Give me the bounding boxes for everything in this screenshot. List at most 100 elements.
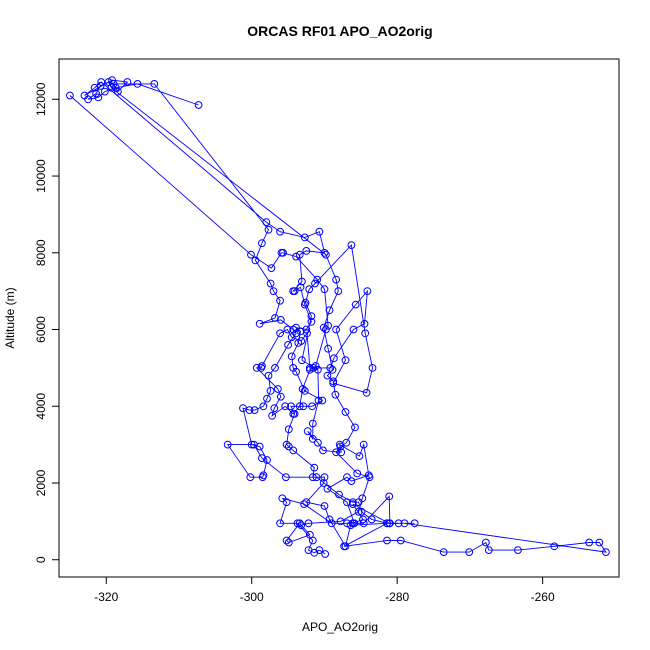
data-point xyxy=(341,408,350,416)
data-point xyxy=(319,446,327,455)
series-line xyxy=(69,95,399,524)
data-point xyxy=(347,477,356,486)
data-point xyxy=(292,252,301,261)
data-point xyxy=(297,521,306,530)
data-point xyxy=(306,530,314,539)
data-point xyxy=(439,548,448,556)
data-point xyxy=(309,364,318,372)
chart-title: ORCAS RF01 APO_AO2orig xyxy=(247,23,432,39)
y-axis-label: Altitude (m) xyxy=(3,287,17,348)
data-point xyxy=(258,362,266,370)
data-point xyxy=(111,83,120,92)
data-point xyxy=(331,390,340,399)
data-point xyxy=(342,438,351,447)
data-point xyxy=(324,344,333,353)
y-tick-label: 2000 xyxy=(34,469,48,496)
x-axis: -320 -300 -280 -260 xyxy=(94,576,555,604)
data-point xyxy=(269,287,278,296)
y-axis: 0 2000 4000 6000 8000 10000 12000 xyxy=(34,82,60,563)
data-point xyxy=(302,325,311,334)
data-point xyxy=(107,83,116,92)
data-point xyxy=(322,325,330,334)
series-line xyxy=(84,79,607,555)
data-point xyxy=(323,484,332,493)
data-point xyxy=(320,473,329,482)
data-point xyxy=(358,494,367,503)
data-point xyxy=(287,402,295,411)
data-point xyxy=(266,387,275,395)
data-point xyxy=(410,519,419,528)
y-tick-label: 4000 xyxy=(34,393,48,420)
series-2 xyxy=(66,91,403,528)
data-point xyxy=(284,442,293,451)
data-point xyxy=(350,519,359,528)
y-tick-label: 0 xyxy=(34,556,48,563)
data-point xyxy=(320,502,329,510)
y-tick-label: 12000 xyxy=(34,82,48,116)
x-axis-label: APO_AO2orig xyxy=(302,620,378,634)
data-point xyxy=(302,498,311,507)
data-point xyxy=(263,394,271,403)
data-point xyxy=(276,296,285,305)
x-tick-label: -320 xyxy=(94,590,118,604)
data-point xyxy=(385,492,394,501)
data-point xyxy=(100,87,109,96)
data-point xyxy=(268,411,277,420)
data-point xyxy=(343,498,351,507)
data-point xyxy=(307,317,316,326)
data-point xyxy=(305,285,314,294)
data-point xyxy=(278,494,287,503)
data-point xyxy=(308,419,317,428)
data-point xyxy=(239,404,247,413)
data-point xyxy=(347,241,356,250)
data-point xyxy=(325,515,334,524)
data-point xyxy=(304,546,313,554)
data-point xyxy=(300,500,309,509)
data-point xyxy=(334,287,343,296)
data-point xyxy=(251,256,260,265)
data-point xyxy=(363,287,372,296)
data-point xyxy=(295,250,304,259)
data-point xyxy=(295,402,304,411)
data-point xyxy=(109,80,118,88)
data-point xyxy=(332,325,341,334)
data-point xyxy=(314,396,323,405)
data-point xyxy=(346,521,355,530)
data-point xyxy=(341,542,350,551)
data-point xyxy=(284,341,293,349)
data-point xyxy=(311,362,320,370)
data-point xyxy=(276,227,285,236)
data-point xyxy=(306,364,314,372)
data-point xyxy=(250,406,259,415)
data-point xyxy=(329,377,338,386)
data-point xyxy=(270,404,279,413)
data-point xyxy=(300,233,309,242)
data-point xyxy=(359,440,368,449)
data-point xyxy=(484,546,493,554)
data-point xyxy=(246,473,255,482)
data-point xyxy=(360,319,369,328)
data-point xyxy=(247,250,255,259)
data-point xyxy=(289,287,298,296)
data-point xyxy=(362,388,371,397)
data-point xyxy=(482,538,490,547)
data-point xyxy=(313,275,322,284)
data-point xyxy=(336,517,345,526)
data-point xyxy=(263,456,271,464)
data-point xyxy=(271,364,279,372)
series-layer xyxy=(66,76,610,558)
data-point xyxy=(386,519,394,528)
data-point xyxy=(400,519,409,528)
data-point xyxy=(258,454,266,463)
data-point xyxy=(283,325,292,334)
data-point xyxy=(284,425,293,434)
data-point xyxy=(300,387,309,395)
data-point xyxy=(114,87,122,96)
data-point xyxy=(276,316,285,324)
data-point xyxy=(298,277,306,286)
data-point xyxy=(284,538,293,547)
data-point xyxy=(310,463,319,472)
data-point xyxy=(96,82,105,90)
data-point xyxy=(301,298,310,307)
data-point xyxy=(282,498,291,507)
